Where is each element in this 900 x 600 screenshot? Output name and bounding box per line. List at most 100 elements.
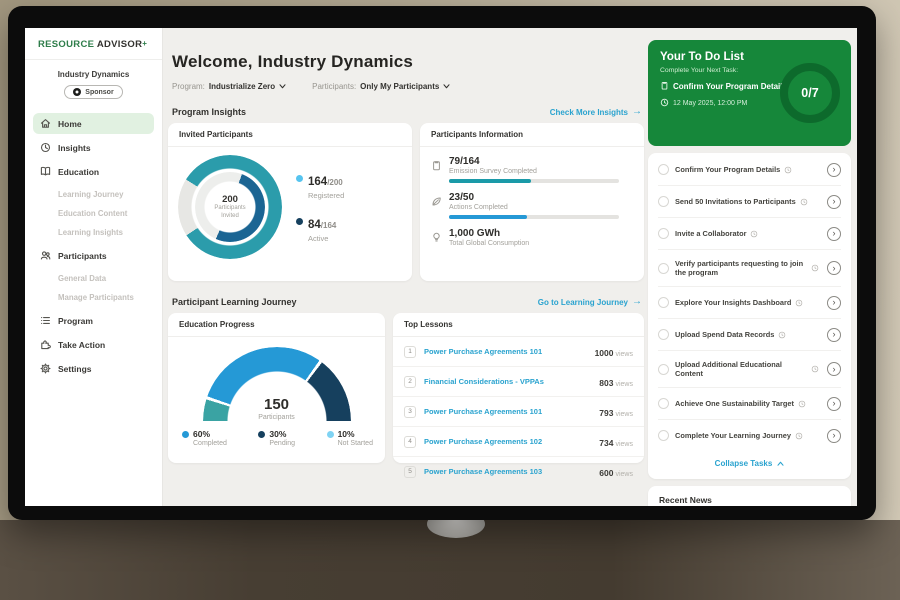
sidebar-item-insights[interactable]: Insights	[33, 137, 154, 158]
task-checkbox[interactable]	[658, 196, 669, 207]
pending-label: Pending	[269, 440, 296, 447]
task-row-verify-participants[interactable]: Verify participants requesting to join t…	[658, 250, 841, 287]
task-open-button[interactable]: ›	[827, 194, 841, 209]
task-row-invite-collaborator[interactable]: Invite a Collaborator ›	[658, 218, 841, 250]
sidebar-item-education-content[interactable]: Education Content	[33, 204, 154, 223]
learning-journey-header: Participant Learning Journey Go to Learn…	[172, 297, 642, 308]
sidebar-item-label: Settings	[58, 363, 92, 374]
task-row-achieve-target[interactable]: Achieve One Sustainability Target ›	[658, 388, 841, 420]
lesson-row[interactable]: 1 Power Purchase Agreements 101 1000 view…	[393, 337, 644, 367]
sidebar-item-take-action[interactable]: Take Action	[33, 334, 154, 355]
task-checkbox[interactable]	[658, 228, 669, 239]
education-progress-title: Education Progress	[168, 313, 385, 337]
task-row-explore-insights[interactable]: Explore Your Insights Dashboard ›	[658, 287, 841, 319]
active-value: 84	[308, 218, 321, 231]
brand-secondary: ADVISOR	[96, 39, 143, 50]
legend-not-started: 10% Not Started	[326, 429, 373, 447]
sidebar-subitem-label: Education Content	[58, 209, 128, 218]
task-row-confirm-program[interactable]: Confirm Your Program Details ›	[658, 154, 841, 186]
top-lessons-card: Top Lessons 1 Power Purchase Agreements …	[393, 313, 644, 478]
sidebar-item-program[interactable]: Program	[33, 310, 154, 331]
lesson-title-link[interactable]: Power Purchase Agreements 103	[424, 467, 543, 476]
sidebar-item-home[interactable]: Home	[33, 113, 154, 134]
sidebar-item-manage-participants[interactable]: Manage Participants	[33, 288, 154, 307]
legend-registered: 164/200 Registered	[296, 172, 344, 200]
task-label: Achieve One Sustainability Target	[675, 398, 794, 408]
insights-icon	[40, 142, 51, 153]
sidebar-item-settings[interactable]: Settings	[33, 358, 154, 379]
lesson-row[interactable]: 5 Power Purchase Agreements 103 600 views	[393, 457, 644, 486]
sidebar-subitem-label: Learning Insights	[58, 228, 123, 237]
participants-select[interactable]: Participants: Only My Participants	[312, 82, 450, 91]
sidebar-item-general-data[interactable]: General Data	[33, 269, 154, 288]
task-row-upload-spend-data[interactable]: Upload Spend Data Records ›	[658, 319, 841, 351]
participants-icon	[40, 250, 51, 261]
lesson-row[interactable]: 2 Financial Considerations - VPPAs 803 vi…	[393, 367, 644, 397]
task-open-button[interactable]: ›	[827, 428, 841, 443]
top-lessons-title: Top Lessons	[393, 313, 644, 337]
chevron-down-icon	[443, 84, 450, 89]
todo-counter: 0/7	[801, 86, 819, 100]
task-label: Upload Additional Educational Content	[675, 359, 782, 379]
sidebar-item-education[interactable]: Education	[33, 161, 154, 182]
task-checkbox[interactable]	[658, 430, 669, 441]
total-consumption-value: 1,000 GWh	[449, 228, 501, 239]
task-open-button[interactable]: ›	[827, 295, 841, 310]
education-progress-card: Education Progress 150 Participants	[168, 313, 385, 463]
program-list-icon	[40, 315, 51, 326]
todo-title: Your To Do List	[660, 51, 744, 63]
task-checkbox[interactable]	[658, 363, 669, 375]
program-select-value: Industrialize Zero	[208, 82, 276, 91]
sidebar-item-learning-journey[interactable]: Learning Journey	[33, 185, 154, 204]
brand-primary: RESOURCE	[38, 39, 95, 50]
lesson-title-link[interactable]: Financial Considerations - VPPAs	[424, 377, 544, 386]
task-clock-icon	[795, 432, 803, 440]
total-consumption-label: Total Global Consumption	[449, 240, 530, 247]
lesson-title-link[interactable]: Power Purchase Agreements 101	[424, 347, 543, 356]
consumption-bulb-icon	[431, 228, 442, 248]
page-title: Welcome, Industry Dynamics	[172, 52, 414, 71]
task-open-button[interactable]: ›	[827, 261, 841, 275]
task-open-button[interactable]: ›	[827, 327, 841, 342]
todo-task-list: Confirm Your Program Details › Send 50 I…	[648, 153, 851, 479]
task-checkbox[interactable]	[658, 329, 669, 340]
pending-dot	[258, 431, 266, 438]
task-open-button[interactable]: ›	[827, 226, 841, 241]
task-row-complete-learning-journey[interactable]: Complete Your Learning Journey ›	[658, 420, 841, 451]
program-select-label: Program:	[172, 82, 205, 91]
task-checkbox[interactable]	[658, 164, 669, 175]
task-checkbox[interactable]	[658, 398, 669, 409]
collapse-tasks-link[interactable]: Collapse Tasks	[658, 451, 841, 477]
check-more-insights-link[interactable]: Check More Insights →	[550, 107, 642, 117]
sidebar: RESOURCE ADVISOR+ Industry Dynamics Spon…	[25, 28, 163, 506]
task-checkbox[interactable]	[658, 297, 669, 308]
sidebar-item-learning-insights[interactable]: Learning Insights	[33, 223, 154, 242]
lesson-title-link[interactable]: Power Purchase Agreements 102	[424, 437, 543, 446]
active-label: Active	[308, 233, 329, 243]
invited-label: Invited	[221, 212, 239, 219]
task-open-button[interactable]: ›	[827, 362, 841, 376]
lesson-title-link[interactable]: Power Purchase Agreements 101	[424, 407, 543, 416]
sidebar-item-participants[interactable]: Participants	[33, 245, 154, 266]
task-open-button[interactable]: ›	[827, 396, 841, 411]
task-row-send-invitations[interactable]: Send 50 Invitations to Participants ›	[658, 186, 841, 218]
lesson-rank: 3	[404, 405, 416, 418]
task-checkbox[interactable]	[658, 262, 669, 274]
active-ring	[195, 172, 265, 242]
app-logo[interactable]: RESOURCE ADVISOR+	[25, 28, 162, 60]
task-row-upload-educational-content[interactable]: Upload Additional Educational Content ›	[658, 351, 841, 388]
sponsor-icon	[73, 88, 82, 96]
lesson-row[interactable]: 4 Power Purchase Agreements 102 734 views	[393, 427, 644, 457]
task-clock-icon	[811, 365, 819, 373]
sidebar-item-label: Education	[58, 166, 100, 177]
participants-information-card: Participants Information 79/164 Emission…	[420, 123, 644, 281]
task-open-button[interactable]: ›	[827, 162, 841, 177]
take-action-puzzle-icon	[40, 339, 51, 350]
go-to-learning-journey-link[interactable]: Go to Learning Journey →	[538, 297, 642, 307]
pending-pct: 30%	[269, 429, 287, 439]
lesson-row[interactable]: 3 Power Purchase Agreements 101 793 views	[393, 397, 644, 427]
emission-survey-label: Emission Survey Completed	[449, 168, 537, 175]
program-select[interactable]: Program: Industrialize Zero	[172, 82, 286, 91]
task-clock-icon	[784, 166, 792, 174]
monitor-bezel: RESOURCE ADVISOR+ Industry Dynamics Spon…	[8, 6, 876, 520]
